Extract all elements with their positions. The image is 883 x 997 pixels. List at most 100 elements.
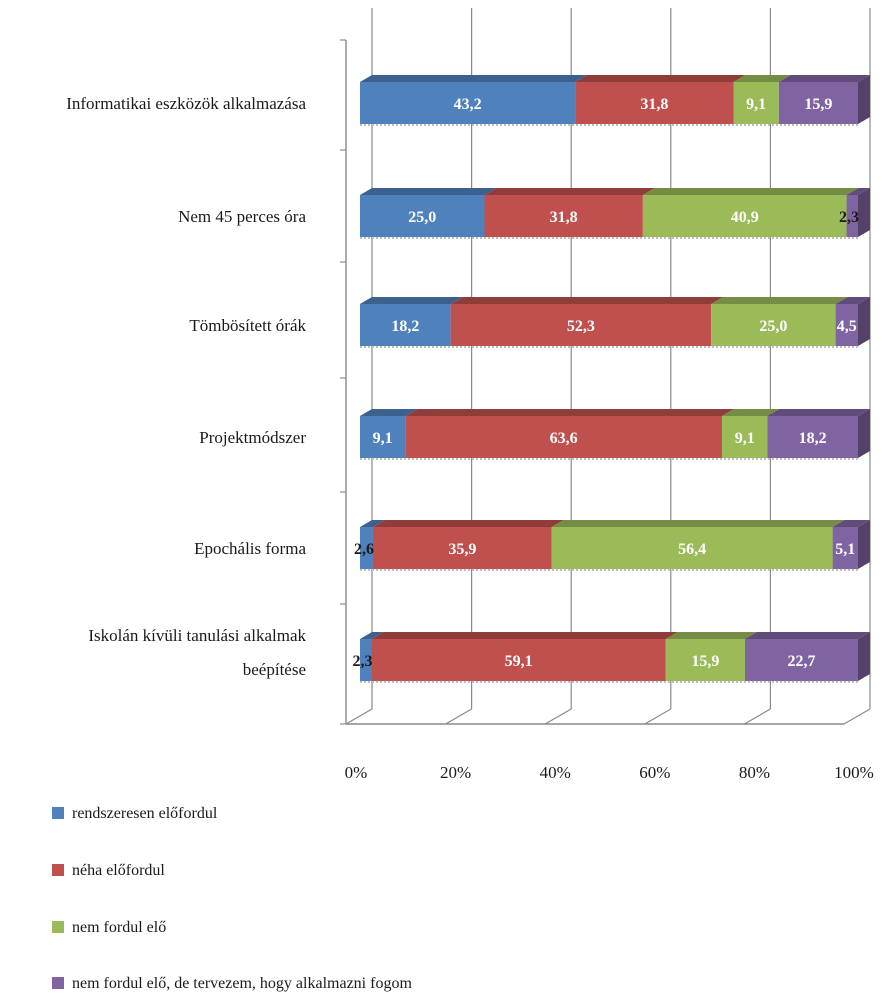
bar-segment-top <box>360 297 463 304</box>
bar-segment-top <box>711 297 848 304</box>
value-label: 5,1 <box>835 541 855 558</box>
legend-item-rendszeresen: rendszeresen előfordul <box>52 805 217 825</box>
bar-segment-top <box>360 632 384 639</box>
category-labels: Informatikai eszközök alkalmazása Nem 45 … <box>66 94 306 679</box>
bar-segment-top <box>835 297 870 304</box>
x-tick-label: 20% <box>440 763 471 782</box>
legend-label: nem fordul elő <box>72 919 167 936</box>
legend-swatch <box>52 807 64 819</box>
bar-segment-side <box>858 188 870 237</box>
legend-swatch <box>52 864 64 876</box>
category-label: Tömbösített órák <box>189 316 306 335</box>
bar-segment-top <box>733 75 791 82</box>
bar-segment <box>832 527 858 569</box>
floor-tick <box>744 708 771 725</box>
x-tick-label: 60% <box>639 763 670 782</box>
bar-segment <box>371 639 666 681</box>
bar-segment <box>665 639 745 681</box>
floor-tick <box>843 708 871 725</box>
bar-segment-top <box>360 520 385 527</box>
category-label: Projektmódszer <box>199 428 306 447</box>
bar-segment <box>778 82 858 124</box>
value-label: 35,9 <box>448 541 476 558</box>
value-label: 2,6 <box>354 541 374 558</box>
bar-segment-top <box>372 520 564 527</box>
x-tick-label: 80% <box>739 763 770 782</box>
bar-segment <box>744 639 858 681</box>
floor-tick <box>544 708 572 725</box>
bar-segment-top <box>722 409 780 416</box>
value-label: 18,2 <box>799 430 827 447</box>
bar-segment <box>372 527 552 569</box>
legend-label: rendszeresen előfordul <box>72 805 218 822</box>
bar-segment <box>360 304 451 346</box>
value-label: 43,2 <box>454 96 482 113</box>
floor-tick <box>644 708 672 725</box>
bar-segment <box>846 195 858 237</box>
value-label: 9,1 <box>373 430 393 447</box>
legend-swatch <box>52 921 64 933</box>
floor-tick <box>345 708 373 725</box>
bar-segment <box>711 304 836 346</box>
bar-segment <box>767 416 858 458</box>
value-label: 52,3 <box>567 318 595 335</box>
bar-segment-top <box>575 75 746 82</box>
x-tick-label: 40% <box>540 763 571 782</box>
value-label: 25,0 <box>408 209 436 226</box>
bar-segment-top <box>767 409 870 416</box>
legend-item-tervezem: nem fordul elő, de tervezem, hogy alkalm… <box>52 975 412 995</box>
value-label: 2,3 <box>352 653 372 670</box>
bar-segment-top <box>484 188 655 195</box>
bar-segment <box>450 304 712 346</box>
value-label: 15,9 <box>691 653 719 670</box>
value-label: 31,8 <box>640 96 668 113</box>
value-label: 15,9 <box>804 96 832 113</box>
floor-tick <box>445 708 472 725</box>
bar-segment-top <box>551 520 845 527</box>
bar-segment <box>360 527 373 569</box>
bar-segment-top <box>371 632 678 639</box>
bar-segment <box>722 416 768 458</box>
value-label: 18,2 <box>391 318 419 335</box>
bar-segment-side <box>858 297 870 346</box>
value-label: 40,9 <box>731 209 759 226</box>
gridlines <box>340 8 871 725</box>
bar-segment <box>405 416 723 458</box>
value-label: 9,1 <box>746 96 766 113</box>
bar-segment-top <box>744 632 870 639</box>
bar-segment <box>551 527 833 569</box>
category-label: Nem 45 perces óra <box>178 207 306 226</box>
bar-segment-top <box>665 632 757 639</box>
x-tick-labels: 0% 20% 40% 60% 80% 100% <box>345 763 874 782</box>
value-label: 59,1 <box>505 653 533 670</box>
value-label: 31,8 <box>550 209 578 226</box>
category-label: Informatikai eszközök alkalmazása <box>66 94 306 113</box>
legend-item-nem-fordul-elo: nem fordul elő <box>52 919 166 939</box>
legend-label: néha előfordul <box>72 862 165 879</box>
value-label: 22,7 <box>787 653 815 670</box>
bar-segment <box>733 82 779 124</box>
bar-segment-side <box>858 520 870 569</box>
bar-segment <box>575 82 734 124</box>
category-label: Epochális forma <box>194 539 306 558</box>
bar-segment <box>835 304 858 346</box>
bar-segment-side <box>858 632 870 681</box>
x-tick-label: 100% <box>834 763 874 782</box>
stacked-bar-chart: 43,2 31,8 9,1 15,9 25,0 31,8 40,9 2,3 18,2 52,3 25… <box>66 8 874 782</box>
bar-segment-top <box>360 188 497 195</box>
bar-segment-side <box>858 409 870 458</box>
value-label: 9,1 <box>735 430 755 447</box>
category-label: beépítése <box>243 660 306 679</box>
bar-segment-top <box>360 75 588 82</box>
bar-segment-top <box>778 75 870 82</box>
value-label: 25,0 <box>759 318 787 335</box>
bar-segment-side <box>858 75 870 124</box>
category-label: Iskolán kívüli tanulási alkalmak <box>88 626 306 645</box>
value-label: 4,5 <box>837 318 857 335</box>
bar-segment-top <box>360 409 418 416</box>
legend-swatch <box>52 977 64 989</box>
bar-segment <box>360 416 406 458</box>
legend-label: nem fordul elő, de tervezem, hogy alkalm… <box>72 975 412 992</box>
legend-item-neha: néha előfordul <box>52 862 165 882</box>
value-label: 63,6 <box>550 430 578 447</box>
